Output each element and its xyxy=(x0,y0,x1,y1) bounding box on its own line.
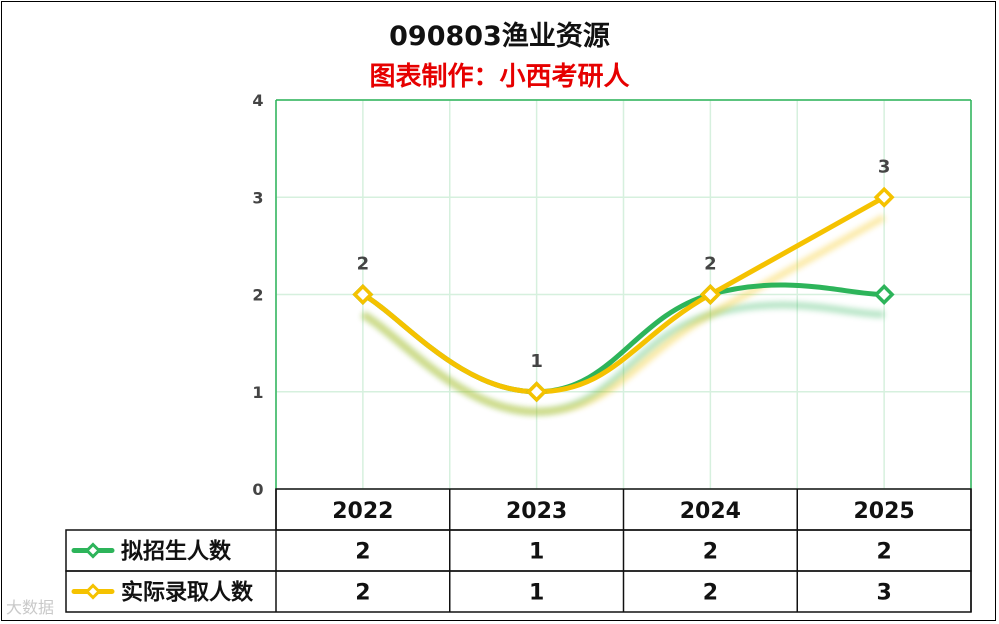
series-markers xyxy=(352,186,895,403)
data-label-1: 1 xyxy=(530,351,543,372)
legend-marker-1 xyxy=(84,583,102,600)
table-cell-1-0: 2 xyxy=(355,581,370,606)
series-0-marker-3 xyxy=(873,284,895,305)
table-header-2022: 2022 xyxy=(332,499,393,524)
series-1-shadow xyxy=(361,214,886,416)
legend-marker-0 xyxy=(84,542,102,559)
chart-title: 090803渔业资源 xyxy=(389,21,610,52)
table-cell-0-1: 1 xyxy=(529,540,544,565)
table-header-2024: 2024 xyxy=(680,499,741,524)
data-label-2: 2 xyxy=(704,254,717,275)
legend-label-0: 拟招生人数 xyxy=(121,539,232,565)
data-label-0: 2 xyxy=(357,254,370,275)
table-cell-0-0: 2 xyxy=(355,540,370,565)
y-tick-label-2: 2 xyxy=(252,286,263,305)
table-cell-1-2: 2 xyxy=(703,581,718,606)
y-tick-label-3: 3 xyxy=(252,188,263,207)
series-1-marker-1 xyxy=(526,381,548,403)
table-header-2025: 2025 xyxy=(854,499,915,524)
chart-subtitle: 图表制作：小西考研人 xyxy=(369,62,630,92)
series-shadows xyxy=(361,214,886,416)
legend-label-1: 实际录取人数 xyxy=(121,580,254,606)
y-tick-label-4: 4 xyxy=(252,91,263,110)
series-1-marker-0 xyxy=(352,284,374,305)
table-cell-1-1: 1 xyxy=(529,581,544,606)
data-labels: 2 1 2 3 xyxy=(357,156,891,372)
series-lines xyxy=(360,194,887,395)
y-tick-label-1: 1 xyxy=(252,383,263,402)
plot-grid xyxy=(275,99,972,490)
table-cell-0-3: 2 xyxy=(876,540,891,565)
table-header-2023: 2023 xyxy=(506,499,567,524)
y-tick-label-0: 0 xyxy=(252,480,263,499)
watermark: 大数据 xyxy=(6,598,55,617)
data-table: 2022 2023 2024 2025 拟招生人数 2 1 2 2 实际录取人数 2 1 2 3 xyxy=(65,488,972,613)
series-1-marker-2 xyxy=(699,284,721,305)
series-1-line xyxy=(360,194,887,395)
y-axis-ticks: 0 1 2 3 4 xyxy=(252,91,263,499)
table-cell-0-2: 2 xyxy=(703,540,718,565)
table-cell-1-3: 3 xyxy=(876,581,891,606)
series-1-marker-3 xyxy=(873,186,895,208)
data-label-3: 3 xyxy=(878,156,891,177)
